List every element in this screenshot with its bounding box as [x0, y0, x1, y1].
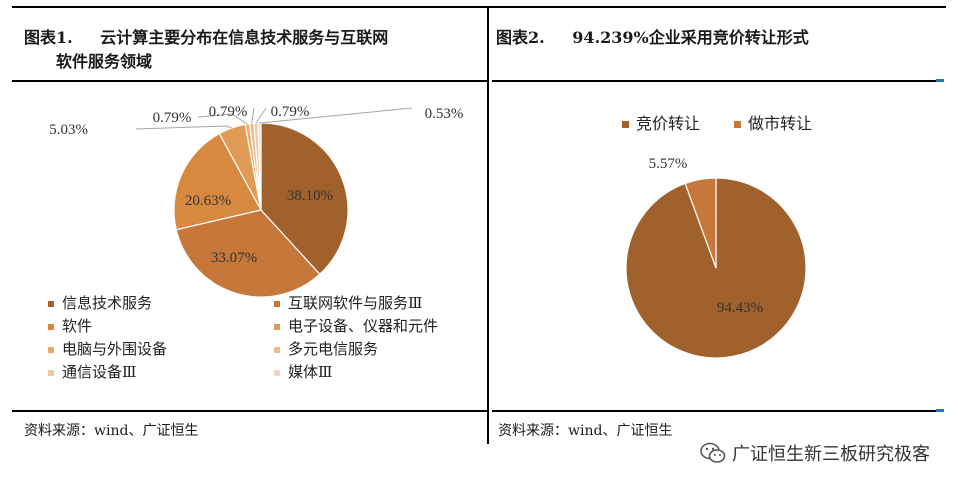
panel-divider [487, 6, 489, 444]
left-source-note: 资料来源：wind、广证恒生 [24, 423, 199, 439]
data-label-6: 0.79% [209, 104, 248, 120]
legend-label-2: 互联网软件与服务Ⅲ [288, 295, 422, 312]
right-edge-mark-bottom [936, 409, 944, 412]
right-panel-title: 图表2. 94.239%企业采用竞价转让形式 [496, 26, 936, 50]
title-rule-right [492, 80, 936, 82]
legend-swatch-6 [274, 347, 280, 353]
data-label-5: 0.79% [153, 110, 192, 126]
legend2-label-2: 做市转让 [748, 115, 812, 133]
pie-slice-3 [173, 132, 262, 231]
left-title-line2: 软件服务领域 [56, 52, 153, 71]
bottom-rule-right [492, 410, 936, 412]
watermark-text: 广证恒生新三板研究极客 [732, 444, 930, 465]
bottom-rule-left [12, 410, 488, 412]
legend-swatch-4 [274, 324, 280, 330]
leader-line-8 [259, 107, 413, 124]
right-source-note: 资料来源：wind、广证恒生 [498, 423, 673, 439]
pie-slice-2 [175, 209, 321, 298]
legend-swatch-3 [48, 324, 54, 330]
legend-swatch-5 [48, 347, 54, 353]
top-rule [12, 6, 946, 8]
legend2-swatch-1 [622, 121, 629, 128]
legend-swatch-1 [48, 301, 54, 307]
legend-label-3: 软件 [62, 318, 92, 335]
data-label-7: 0.79% [271, 104, 310, 120]
data-label-3: 20.63% [185, 193, 231, 209]
legend-label-6: 多元电信服务 [288, 341, 378, 358]
legend-swatch-8 [274, 370, 280, 376]
right-edge-mark-top [936, 79, 944, 82]
industry-pie-chart: 38.10% 33.07% 20.63% 5.03% 0.79% 0.79% 0.79% 0.… [48, 104, 464, 381]
data-label-2: 33.07% [211, 250, 257, 266]
transfer-method-pie-chart: 竞价转让 做市转让 94.43% 5.57% [622, 115, 812, 359]
pie-slice-2 [684, 177, 717, 269]
data-label-1: 94.43% [717, 300, 763, 316]
pie-slice-1 [260, 122, 349, 276]
watermark: 广证恒生新三板研究极客 [700, 440, 930, 466]
legend-label-8: 媒体Ⅲ [288, 364, 332, 381]
right-title-label: 图表2. [496, 28, 545, 47]
legend-label-5: 电脑与外围设备 [62, 341, 167, 358]
leader-line-6 [251, 107, 255, 124]
left-title-label: 图表1. [24, 28, 73, 47]
legend-swatch-7 [48, 370, 54, 376]
legend-label-4: 电子设备、仪器和元件 [288, 318, 438, 335]
data-label-2: 5.57% [649, 156, 688, 172]
legend-swatch-2 [274, 301, 280, 307]
left-panel-title: 图表1. 云计算主要分布在信息技术服务与互联网 软件服务领域 [24, 26, 484, 74]
leader-line-5 [197, 113, 248, 125]
title-rule-left [12, 80, 488, 82]
data-label-8: 0.53% [425, 106, 464, 122]
leader-line-4 [135, 125, 233, 130]
legend2-swatch-2 [734, 121, 741, 128]
left-title-line1: 云计算主要分布在信息技术服务与互联网 [100, 28, 389, 47]
leader-line-7 [255, 107, 267, 124]
right-title-text: 94.239%企业采用竞价转让形式 [572, 28, 809, 47]
legend-label-1: 信息技术服务 [62, 295, 152, 312]
data-label-1: 38.10% [287, 188, 333, 204]
legend-label-7: 通信设备Ⅲ [62, 364, 136, 381]
wechat-icon [700, 442, 726, 463]
data-label-4: 5.03% [49, 122, 88, 138]
legend2-label-1: 竞价转让 [636, 115, 700, 133]
